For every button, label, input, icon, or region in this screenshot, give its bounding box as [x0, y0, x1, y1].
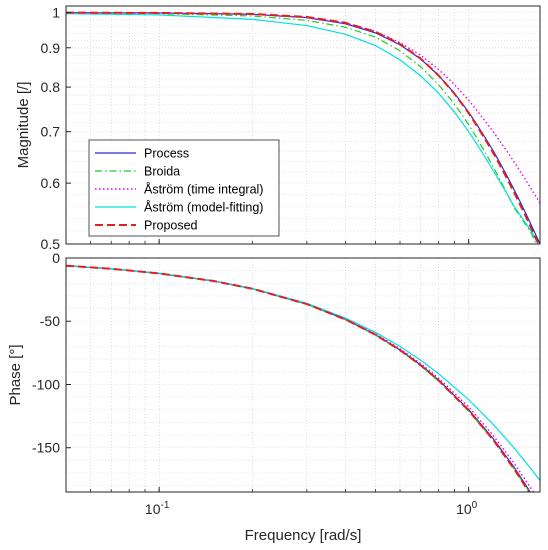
legend-label-proposed: Proposed — [144, 219, 198, 233]
legend-label-process: Process — [144, 147, 189, 161]
magnitude-series-broida — [66, 12, 537, 244]
magnitude-series-group — [66, 11, 540, 244]
magnitude-ytick-label: 0.5 — [41, 236, 61, 252]
magnitude-ylabel: Magnitude [/] — [15, 82, 32, 169]
phase-grid — [65, 257, 540, 492]
phase-ytick-label: 0 — [52, 250, 60, 266]
magnitude-panel: 0.5 0.6 0.7 0.8 0.9 1 Magnitude [/] Process B… — [15, 5, 541, 252]
frequency-xtick-label: 100 — [456, 500, 478, 517]
phase-ytick-label: -50 — [40, 313, 60, 329]
magnitude-ytick-label: 0.7 — [41, 124, 61, 140]
legend-label-broida: Broida — [144, 165, 180, 179]
phase-ylabel: Phase [°] — [7, 344, 24, 405]
frequency-xtick-label: 10-1 — [145, 500, 170, 517]
phase-ytick-label: -100 — [32, 376, 60, 392]
phase-ytick-label: -150 — [32, 440, 60, 456]
magnitude-ticks: 0.5 0.6 0.7 0.8 0.9 1 — [41, 5, 470, 252]
legend: Process Broida Åström (time integral) Ås… — [88, 139, 280, 237]
phase-series-proposed — [66, 264, 531, 492]
phase-axes-box — [65, 257, 541, 493]
magnitude-ytick-label: 0.8 — [41, 79, 61, 95]
magnitude-ytick-label: 0.9 — [41, 40, 61, 56]
magnitude-series-proposed — [66, 11, 540, 244]
magnitude-series-astrom-model-fitting — [66, 13, 539, 244]
frequency-xlabel: Frequency [rad/s] — [245, 527, 362, 544]
phase-series-group — [66, 264, 540, 492]
legend-label-astrom-time-integral: Åström (time integral) — [144, 182, 263, 197]
phase-panel: 0 -50 -100 -150 10-1 100 Phase [°] Frequency … — [7, 250, 541, 544]
legend-label-astrom-model-fitting: Åström (model-fitting) — [144, 200, 263, 215]
magnitude-ytick-label: 0.6 — [41, 175, 61, 191]
magnitude-axes-box — [65, 5, 541, 245]
legend-box — [88, 139, 280, 237]
magnitude-ytick-label: 1 — [52, 5, 60, 21]
